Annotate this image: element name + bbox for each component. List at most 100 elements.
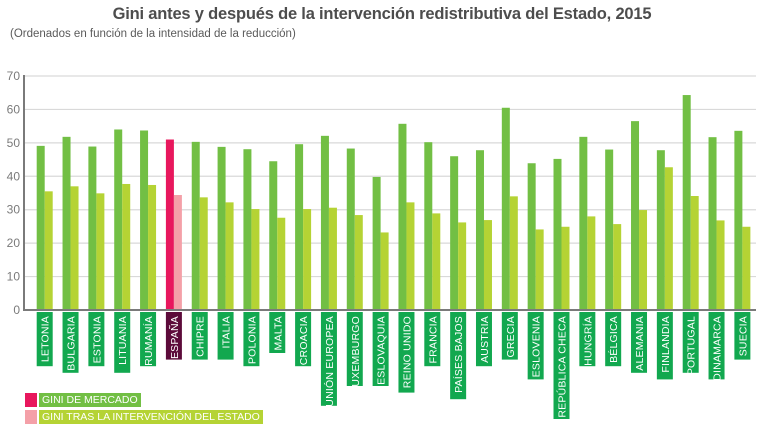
x-tick-label: ITALIA <box>221 316 233 349</box>
x-label-box <box>682 312 699 373</box>
bar-after <box>639 210 648 310</box>
x-tick-label: CHIPRE <box>195 316 207 357</box>
y-tick-label: 70 <box>7 69 21 83</box>
bar-market <box>191 141 200 310</box>
y-tick-label: 40 <box>7 169 21 183</box>
bar-after <box>432 213 441 310</box>
bar-after <box>354 215 363 310</box>
bars <box>36 95 751 310</box>
bar-market <box>140 130 149 310</box>
x-label-box <box>140 312 157 367</box>
x-label-box <box>346 312 363 386</box>
legend-item-after: GINI TRAS LA INTERVENCIÓN DEL ESTADO <box>25 409 263 424</box>
x-tick-label: AUSTRIA <box>479 316 491 363</box>
bar-market <box>475 150 484 310</box>
x-label-box <box>36 312 53 367</box>
x-label-box <box>320 312 337 406</box>
bar-after <box>483 220 492 310</box>
legend-label-market: GINI DE MERCADO <box>39 392 141 407</box>
x-label-box <box>217 312 234 360</box>
legend: GINI DE MERCADO GINI TRAS LA INTERVENCIÓ… <box>25 392 263 426</box>
bar-market <box>165 139 174 310</box>
x-label-box <box>424 312 441 367</box>
bar-after <box>458 222 467 310</box>
bar-market <box>631 121 640 310</box>
bar-market <box>269 161 278 310</box>
x-label-box <box>527 312 544 380</box>
bar-market <box>114 129 123 310</box>
bar-after <box>70 186 79 310</box>
x-tick-label: RUMANÍA <box>142 316 155 366</box>
bar-market <box>424 142 433 310</box>
bar-market <box>295 144 304 310</box>
x-tick-label: REINO UNIDO <box>401 316 413 388</box>
bar-market <box>734 130 743 310</box>
x-tick-label: PORTUGAL <box>686 316 698 375</box>
bar-market <box>501 107 510 310</box>
x-label-box <box>62 312 79 373</box>
bar-market <box>682 95 691 310</box>
bar-after <box>664 167 673 310</box>
x-tick-label: UNIÓN EUROPEA <box>323 316 336 407</box>
bar-market <box>656 150 665 310</box>
y-tick-label: 20 <box>7 236 21 250</box>
x-tick-label: ESLOVAQUIA <box>376 316 388 385</box>
x-label-box <box>114 312 131 373</box>
x-label-box <box>656 312 673 380</box>
y-tick-label: 0 <box>13 303 20 317</box>
bar-after <box>122 183 131 310</box>
x-tick-label: LITUANIA <box>117 316 129 365</box>
x-label-box <box>398 312 415 393</box>
bar-after <box>742 226 751 310</box>
bar-after <box>173 195 182 310</box>
x-tick-label: SUECIA <box>737 316 749 356</box>
bar-market <box>88 146 97 310</box>
x-tick-label: CROACIA <box>298 316 310 365</box>
x-tick-label: FINLANDIA <box>660 316 672 373</box>
bar-after <box>328 207 337 310</box>
bar-after <box>380 232 389 310</box>
bar-market <box>605 149 614 310</box>
x-label-box <box>605 312 622 367</box>
bar-after <box>225 202 234 310</box>
x-axis-labels: LETONIA BULGARIA ESTONIA LITUANIA RUMANÍA ESP… <box>36 312 751 419</box>
chart-title-text: Gini antes y después de la intervención … <box>112 5 652 23</box>
bar-market <box>36 145 45 310</box>
bar-after <box>535 229 544 310</box>
bar-after <box>148 184 157 310</box>
legend-item-market: GINI DE MERCADO <box>25 392 263 407</box>
x-label-box <box>295 312 312 367</box>
x-tick-label: ALEMANIA <box>634 316 646 371</box>
x-label-box <box>475 312 492 367</box>
x-tick-label: DINAMARCA <box>712 316 724 381</box>
bar-after <box>251 209 260 310</box>
bar-after <box>690 196 699 310</box>
y-tick-label: 60 <box>7 102 21 116</box>
bar-market <box>527 163 536 310</box>
bar-market <box>708 137 717 310</box>
bar-market <box>62 136 71 310</box>
x-tick-label: ESLOVENIA <box>531 316 543 377</box>
bar-after <box>587 216 596 310</box>
legend-swatch-market <box>25 392 37 407</box>
bar-after <box>561 226 570 310</box>
x-label-box <box>734 312 751 360</box>
x-label-box <box>501 312 518 360</box>
bar-after <box>96 193 105 310</box>
x-tick-label: ESPAÑA <box>168 316 181 359</box>
bar-market <box>243 149 252 310</box>
x-tick-label: MALTA <box>272 316 284 350</box>
bar-market <box>450 156 459 310</box>
bar-market <box>398 123 407 310</box>
y-tick-label: 50 <box>7 136 21 150</box>
axes <box>23 75 756 311</box>
x-label-box <box>631 312 648 373</box>
legend-label-after: GINI TRAS LA INTERVENCIÓN DEL ESTADO <box>39 409 263 424</box>
chart-subtitle: (Ordenados en función de la intensidad d… <box>10 28 296 40</box>
bar-after <box>44 191 53 310</box>
bar-market <box>346 148 355 310</box>
x-label-box <box>450 312 467 400</box>
bar-after <box>613 224 622 310</box>
bar-market <box>553 158 562 310</box>
x-tick-label: REPÚBLICA CHECA <box>556 316 569 418</box>
